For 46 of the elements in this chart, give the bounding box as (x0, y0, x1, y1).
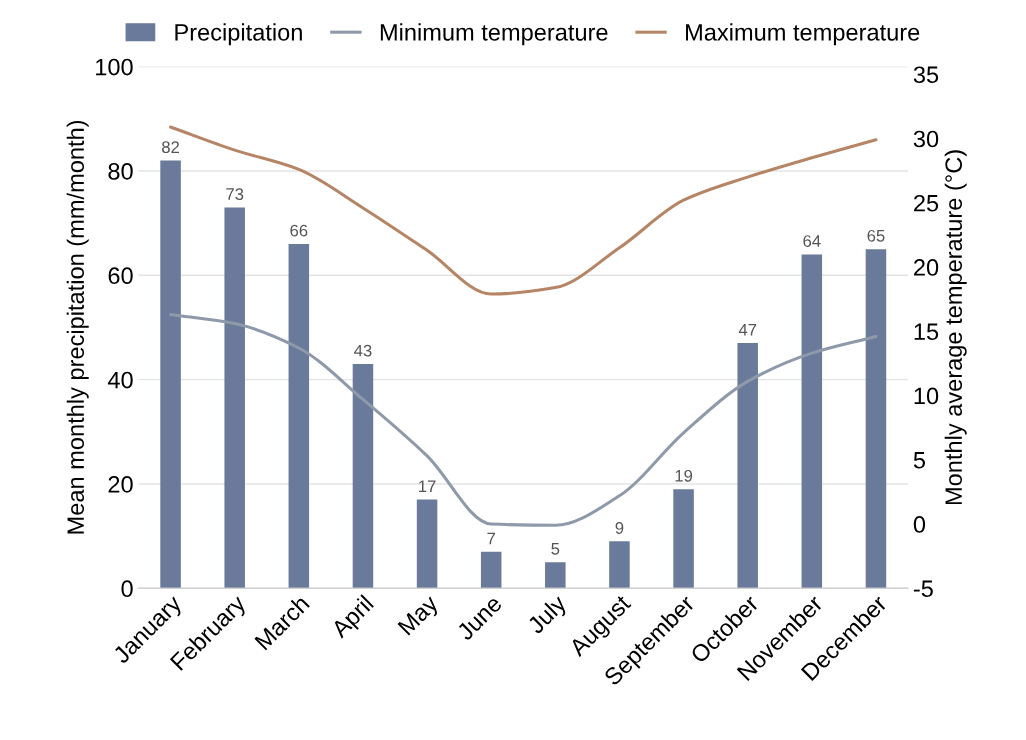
y-tick-label: 20 (108, 476, 133, 493)
y2-tick-label: 20 (914, 259, 939, 276)
y2-tick-label: 35 (913, 66, 939, 84)
bar (801, 254, 823, 589)
data-label: 5 (551, 543, 560, 555)
bar (224, 207, 245, 589)
data-label: 66 (290, 224, 308, 237)
bar (288, 243, 310, 589)
bar (673, 489, 694, 589)
y-tick-label: 40 (107, 371, 133, 389)
y2-tick-label: 30 (913, 130, 939, 148)
y-tick-label: 0 (121, 580, 133, 598)
y2-tick-label: -5 (913, 580, 933, 598)
x-tick-label: July (525, 593, 571, 639)
data-label: 73 (226, 188, 244, 200)
data-label: 64 (803, 235, 821, 247)
bar (865, 249, 887, 589)
data-label: 43 (354, 344, 372, 357)
data-label: 82 (162, 141, 180, 154)
y-tick-label: 60 (108, 267, 133, 285)
y2-tick-label: 15 (914, 323, 939, 341)
legend-label: Precipitation (175, 23, 302, 46)
data-label: 47 (738, 324, 757, 336)
x-tick-label: May (397, 593, 443, 639)
y2-tick-label: 5 (913, 452, 926, 469)
legend-label: Maximum temperature (686, 23, 920, 46)
bar (737, 343, 758, 589)
bar (352, 363, 374, 589)
bar (545, 562, 566, 589)
y-tick-label: 80 (108, 163, 133, 180)
bar (416, 499, 438, 589)
y-tick-label: 100 (96, 58, 133, 76)
legend-label: Minimum temperature (380, 23, 608, 46)
data-label: 17 (419, 480, 436, 492)
y-axis-title: Mean monthly precipitation (mm/month) (66, 120, 89, 534)
data-label: 19 (675, 469, 693, 482)
y2-tick-label: 10 (914, 387, 939, 405)
data-label: 65 (867, 229, 885, 242)
data-label: 9 (615, 522, 624, 534)
y2-tick-label: 25 (914, 194, 939, 212)
bar (609, 541, 630, 589)
y2-tick-label: 0 (913, 516, 926, 533)
y2-axis-title: Monthly average temperature (°C) (944, 150, 967, 505)
bar (160, 160, 181, 589)
data-label: 7 (487, 532, 495, 545)
bar (480, 551, 502, 589)
